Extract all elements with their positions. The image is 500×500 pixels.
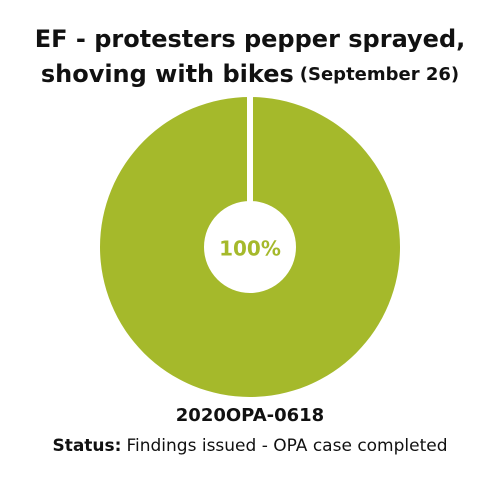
value-label: 100%	[219, 237, 281, 261]
status-text: Findings issued - OPA case completed	[126, 436, 447, 456]
chart-date: (September 26)	[300, 64, 459, 85]
status-line: Status: Findings issued - OPA case comple…	[52, 436, 447, 456]
chart-title: EF - protesters pepper sprayed,	[35, 25, 466, 53]
chart-title-line: shoving with bikes (September 26)	[41, 60, 459, 88]
case-id: 2020OPA-0618	[176, 405, 324, 426]
slice	[100, 97, 400, 397]
donut	[100, 95, 400, 397]
chart-title: shoving with bikes	[41, 60, 294, 88]
slice-gap	[247, 95, 253, 203]
status-label: Status:	[52, 436, 121, 456]
